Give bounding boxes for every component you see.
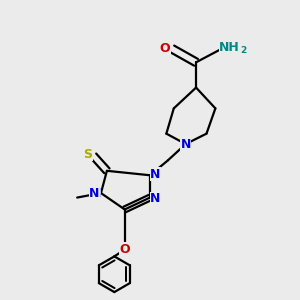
Text: N: N bbox=[90, 187, 101, 200]
Text: NH: NH bbox=[219, 41, 240, 54]
Text: S: S bbox=[83, 148, 92, 161]
Text: N: N bbox=[150, 192, 161, 205]
Text: O: O bbox=[119, 243, 130, 256]
Text: 2: 2 bbox=[240, 46, 246, 55]
Text: O: O bbox=[160, 42, 170, 56]
Text: N: N bbox=[89, 187, 100, 200]
Text: N: N bbox=[181, 138, 191, 151]
Text: N: N bbox=[150, 168, 161, 181]
